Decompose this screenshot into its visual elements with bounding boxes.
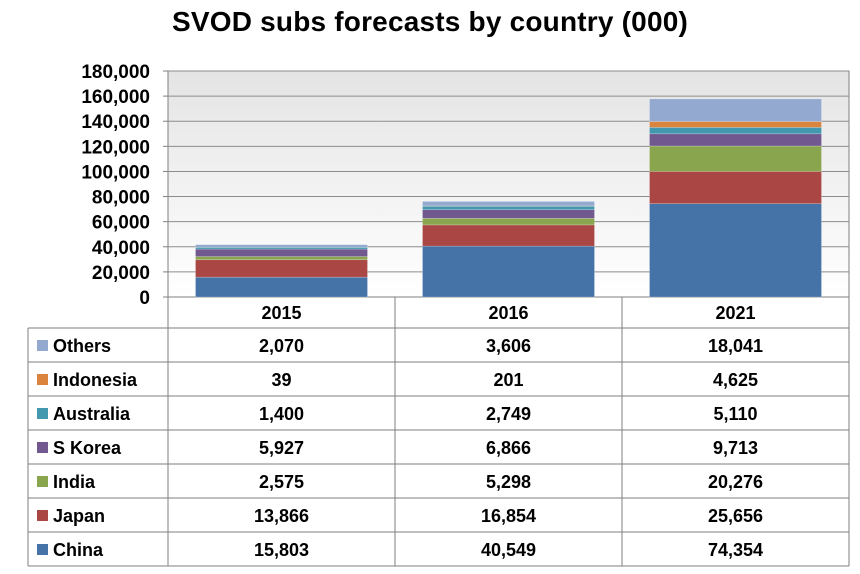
bar-japan-2021 <box>649 171 822 204</box>
data-table-value: 74,354 <box>708 540 763 560</box>
x-category-label: 2016 <box>488 303 528 323</box>
y-tick-label: 140,000 <box>81 112 150 133</box>
bar-india-2021 <box>649 145 822 172</box>
y-tick-label: 120,000 <box>81 137 150 158</box>
x-category-label: 2021 <box>715 303 755 323</box>
y-tick-label: 80,000 <box>92 188 150 209</box>
legend-label: Japan <box>53 506 105 526</box>
bar-china-2021 <box>649 203 822 298</box>
data-table-value: 25,656 <box>708 506 763 526</box>
y-tick-label: 40,000 <box>92 238 150 259</box>
bar-india-2016 <box>422 217 595 226</box>
bar-s-korea-2016 <box>422 209 595 219</box>
legend-swatch <box>37 408 48 419</box>
y-tick-label: 0 <box>139 288 150 309</box>
data-table-value: 9,713 <box>713 438 758 458</box>
data-table-value: 5,110 <box>713 404 757 424</box>
data-table-value: 15,803 <box>254 540 309 560</box>
data-table-value: 13,866 <box>254 506 309 526</box>
y-tick-label: 100,000 <box>81 162 150 183</box>
legend-label: S Korea <box>53 438 122 458</box>
legend-label: India <box>53 472 96 492</box>
data-table-value: 201 <box>493 370 523 390</box>
bar-others-2016 <box>422 201 595 207</box>
chart-title: SVOD subs forecasts by country (000) <box>171 6 689 37</box>
legend-swatch <box>37 374 48 385</box>
data-table-value: 2,575 <box>259 472 304 492</box>
data-table-value: 6,866 <box>486 438 531 458</box>
bar-china-2016 <box>422 245 595 298</box>
data-table-value: 16,854 <box>481 506 536 526</box>
x-category-label: 2015 <box>261 303 301 323</box>
data-table-value: 2,070 <box>259 336 304 356</box>
data-table-value: 40,549 <box>481 540 536 560</box>
bar-australia-2016 <box>422 205 595 210</box>
data-table-value: 5,298 <box>486 472 531 492</box>
bar-others-2021 <box>649 98 822 122</box>
bar-australia-2021 <box>649 127 822 135</box>
legend-swatch <box>37 544 48 555</box>
data-table-value: 3,606 <box>486 336 531 356</box>
data-table-value: 2,749 <box>486 404 531 424</box>
bar-japan-2016 <box>422 224 595 247</box>
bar-s-korea-2021 <box>649 133 822 147</box>
data-table-value: 39 <box>271 370 291 390</box>
bar-indonesia-2021 <box>649 121 822 128</box>
legend-label: China <box>53 540 104 560</box>
bar-others-2015 <box>195 244 368 248</box>
data-table-value: 18,041 <box>708 336 763 356</box>
data-table-value: 5,927 <box>259 438 304 458</box>
legend-swatch <box>37 442 48 453</box>
legend-swatch <box>37 476 48 487</box>
y-tick-label: 60,000 <box>92 213 150 234</box>
y-tick-label: 160,000 <box>81 87 150 108</box>
bar-india-2015 <box>195 256 368 261</box>
legend-label: Indonesia <box>53 370 138 390</box>
data-table-value: 1,400 <box>259 404 304 424</box>
data-table-value: 20,276 <box>708 472 763 492</box>
bar-japan-2015 <box>195 259 368 278</box>
data-table-value: 4,625 <box>713 370 758 390</box>
legend-label: Australia <box>53 404 131 424</box>
legend-swatch <box>37 340 48 351</box>
legend-label: Others <box>53 336 111 356</box>
bar-s-korea-2015 <box>195 248 368 257</box>
y-tick-label: 20,000 <box>92 263 150 284</box>
bar-china-2015 <box>195 276 368 298</box>
legend-swatch <box>37 510 48 521</box>
y-tick-label: 180,000 <box>81 62 150 83</box>
